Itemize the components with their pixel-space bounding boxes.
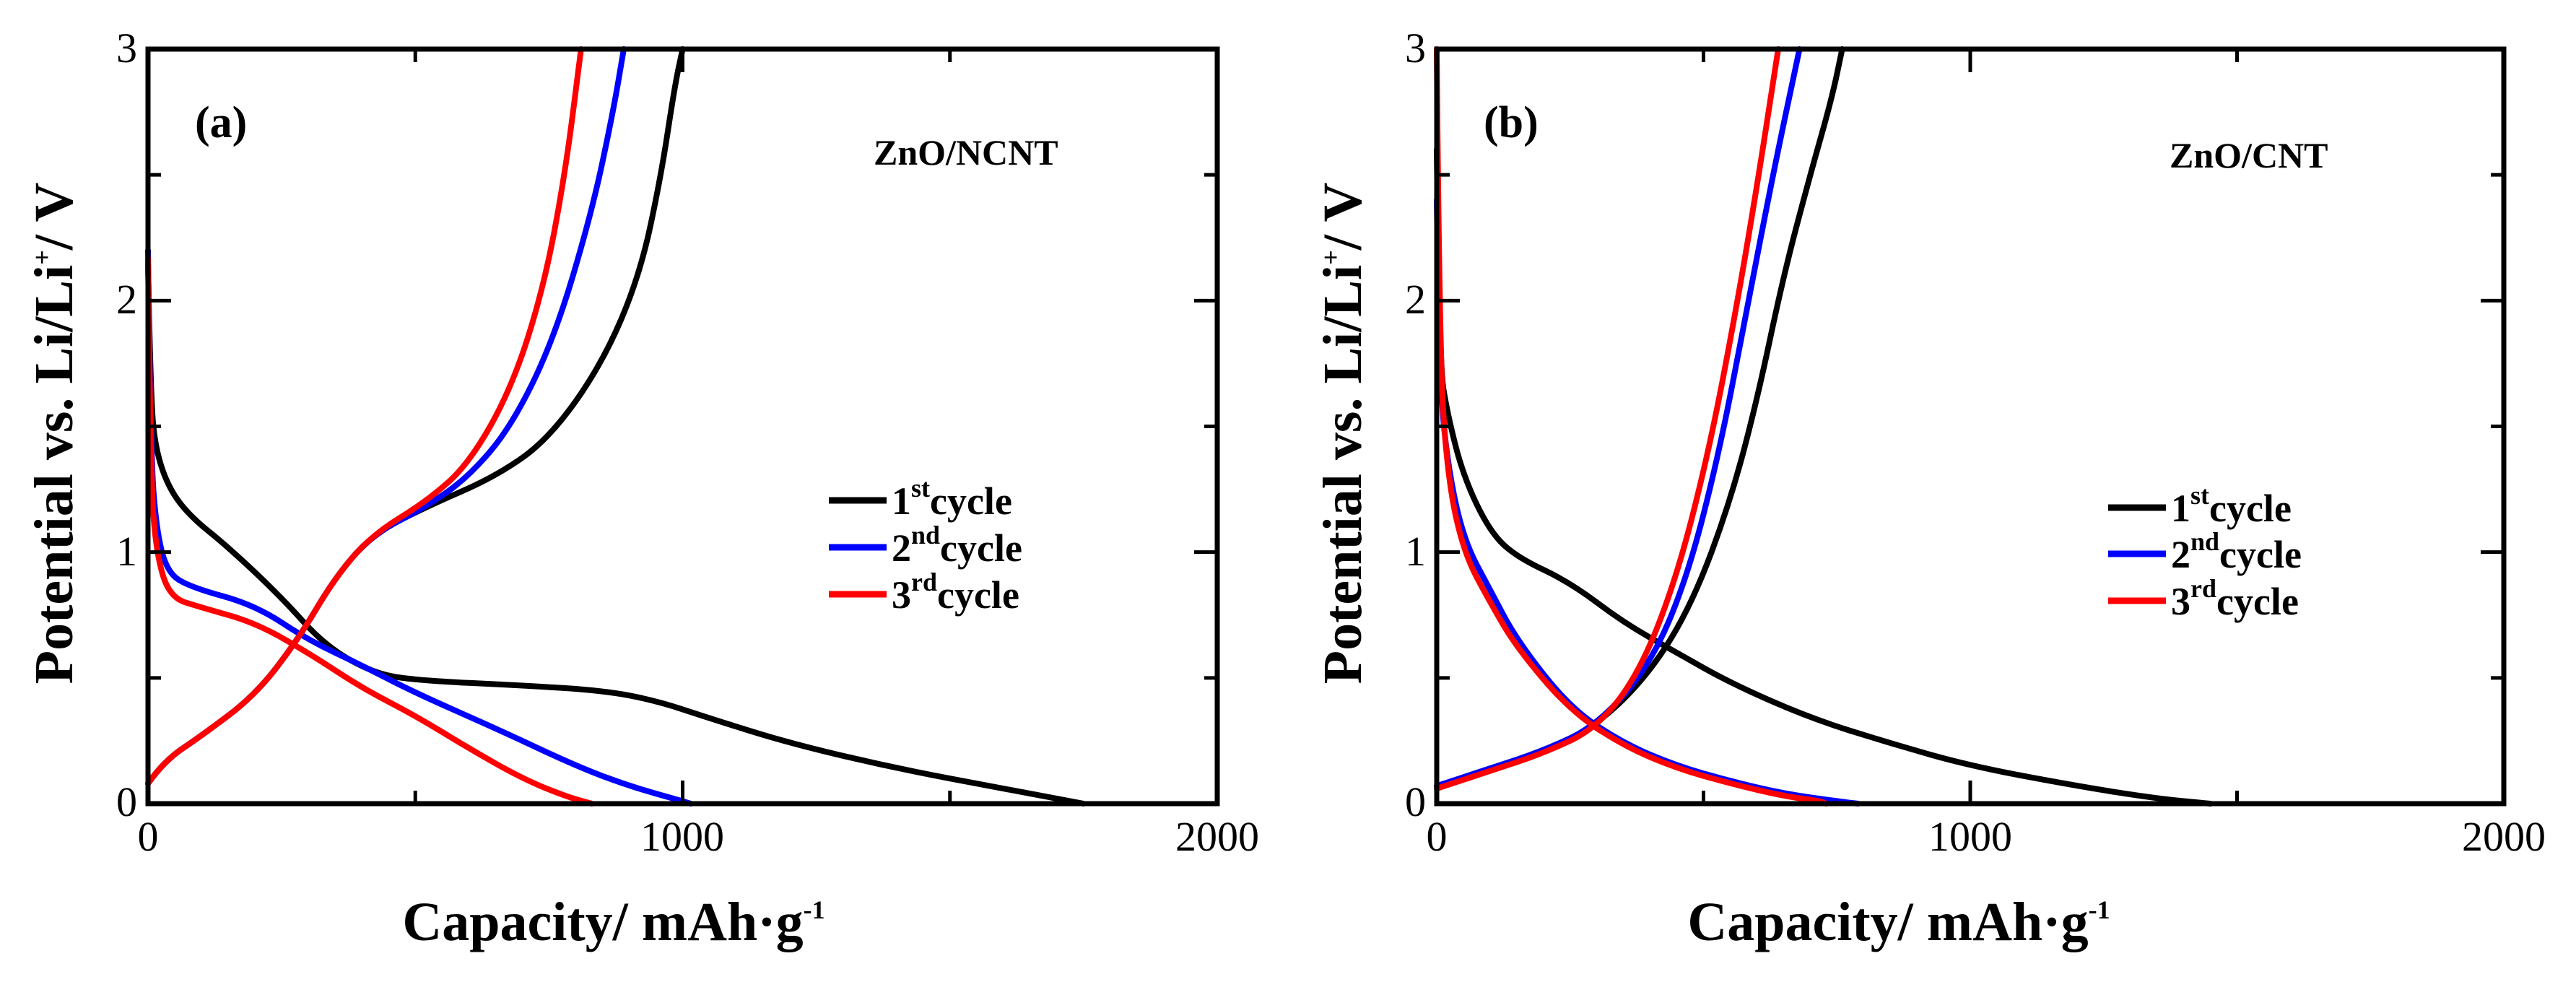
panel-a-legend-label-1: 2ndcycle bbox=[892, 521, 1022, 570]
panel-a-ytick-1: 1 bbox=[116, 528, 137, 575]
panel-a-ytick-2: 2 bbox=[116, 276, 137, 323]
panel-b-ytick-3: 3 bbox=[1405, 25, 1426, 71]
panel-a-series-1-discharge-curve bbox=[145, 260, 1087, 807]
panel-b-series-3-charge-curve bbox=[1434, 46, 1781, 792]
panel-b-series-1-discharge-curve bbox=[1434, 147, 2214, 807]
panel-b-series-3-discharge-curve bbox=[1434, 46, 1829, 807]
panel-b-series-2-charge-curve bbox=[1434, 46, 1803, 789]
panel-b-legend-label-1: 2ndcycle bbox=[2171, 527, 2302, 576]
panel-b-legend: 1stcycle 2ndcycle 3rdcycle bbox=[2108, 481, 2302, 623]
panel-b-x-axis-label: Capacity/ mAh·g-1 bbox=[1687, 892, 2110, 952]
panel-a-legend: 1stcycle 2ndcycle 3rdcycle bbox=[829, 474, 1022, 617]
panel-a-legend-entry: 3rdcycle bbox=[829, 568, 1019, 617]
panel-a-x-axis-label: Capacity/ mAh·g-1 bbox=[402, 892, 824, 952]
panel-b-ticks bbox=[1435, 47, 2506, 806]
panel-a: 0 1000 2000 0 1 2 3 Capacity/ mAh·g-1 Po… bbox=[24, 25, 1259, 952]
panel-a-ytick-0: 0 bbox=[116, 778, 137, 825]
panel-b-label: (b) bbox=[1484, 98, 1539, 147]
panel-b-legend-entry: 3rdcycle bbox=[2108, 574, 2299, 623]
panel-b: 0 1000 2000 0 1 2 3 Capacity/ mAh·g-1 Po… bbox=[1313, 25, 2546, 952]
panel-b-sample-label: ZnO/CNT bbox=[2170, 135, 2328, 175]
panel-b-ytick-0: 0 bbox=[1405, 778, 1426, 825]
panel-a-y-axis-label: Potential vs. Li/Li+/ V bbox=[24, 183, 84, 685]
panel-b-y-axis-label: Potential vs. Li/Li+/ V bbox=[1313, 183, 1373, 685]
panel-a-curves bbox=[145, 46, 1087, 807]
panel-a-label: (a) bbox=[195, 98, 247, 147]
panel-a-sample-label: ZnO/NCNT bbox=[874, 132, 1058, 173]
panel-b-ytick-2: 2 bbox=[1405, 276, 1426, 323]
panel-a-legend-label-0: 1stcycle bbox=[892, 474, 1012, 523]
panel-b-ytick-1: 1 bbox=[1405, 528, 1426, 575]
panel-b-legend-label-2: 3rdcycle bbox=[2171, 574, 2299, 623]
panel-b-legend-entry: 2ndcycle bbox=[2108, 527, 2302, 576]
panel-a-legend-entry: 2ndcycle bbox=[829, 521, 1022, 570]
panel-a-ytick-3: 3 bbox=[116, 25, 137, 71]
panel-a-series-3-charge-curve bbox=[145, 46, 584, 787]
panel-b-xtick-1: 1000 bbox=[1928, 813, 2012, 860]
panel-a-xtick-2: 2000 bbox=[1175, 813, 1259, 860]
panel-b-xtick-0: 0 bbox=[1427, 813, 1448, 860]
panel-b-plot-frame bbox=[1434, 46, 2507, 807]
panel-a-xtick-1: 1000 bbox=[640, 813, 724, 860]
panel-b-legend-label-0: 1stcycle bbox=[2171, 481, 2292, 530]
panel-a-ticks bbox=[146, 47, 1219, 806]
panel-a-legend-entry: 1stcycle bbox=[829, 474, 1012, 523]
panel-b-legend-entry: 1stcycle bbox=[2108, 481, 2292, 530]
panel-b-xtick-2: 2000 bbox=[2462, 813, 2546, 860]
panel-a-xtick-0: 0 bbox=[138, 813, 159, 860]
panel-a-legend-label-2: 3rdcycle bbox=[892, 568, 1019, 617]
panel-b-curves bbox=[1434, 46, 2214, 807]
